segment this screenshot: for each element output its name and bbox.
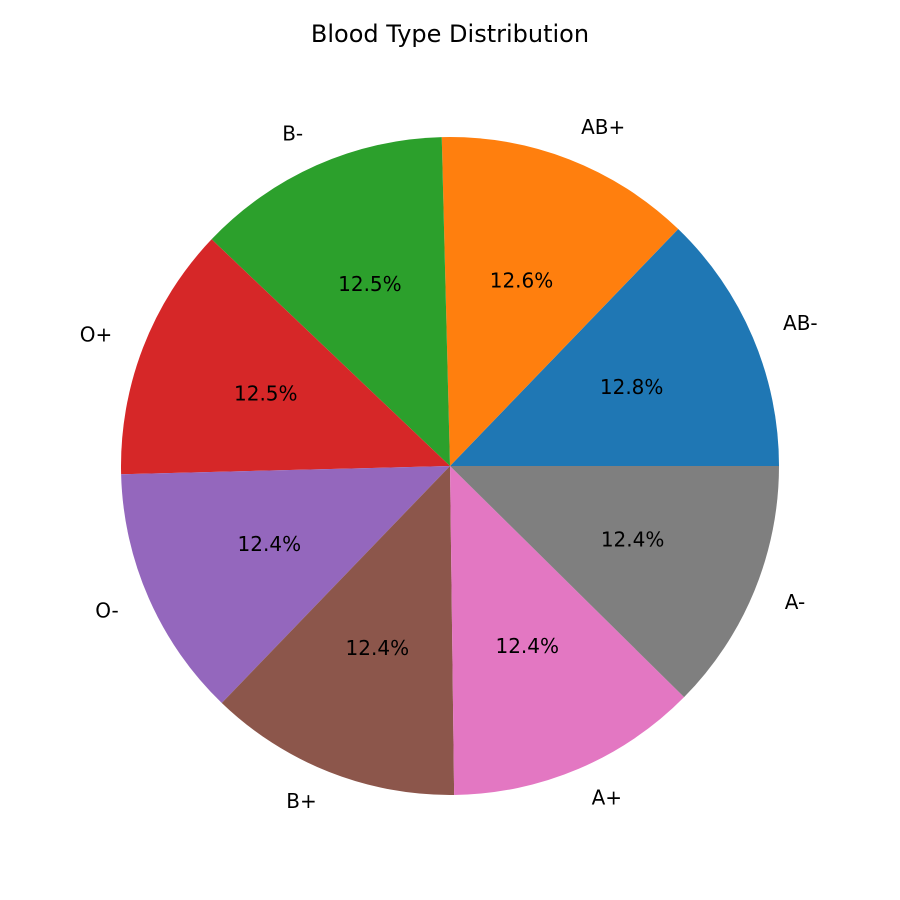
slice-percent-label: 12.5% — [338, 272, 402, 296]
slice-percent-label: 12.4% — [495, 634, 559, 658]
pie-slice-a-pos — [450, 466, 685, 795]
pie-slice-o-neg — [121, 466, 450, 703]
pie-slice-o-pos — [121, 239, 450, 475]
pie-slice-b-neg — [211, 137, 450, 467]
slice-percent-label: 12.4% — [238, 532, 302, 556]
pie-labels: AB- 12.8% AB+ 12.6% B- 12.5% O+ 12.5% O- 12.4% B+ 1… — [80, 115, 818, 813]
pie-slice-b-pos — [221, 466, 455, 795]
slice-label: B+ — [286, 789, 316, 813]
slice-label: B- — [282, 122, 303, 146]
slice-label: AB+ — [581, 115, 625, 139]
pie-slice-ab-neg — [450, 229, 779, 466]
slice-label: O+ — [80, 322, 113, 346]
slice-percent-label: 12.5% — [234, 382, 298, 406]
chart-title: Blood Type Distribution — [311, 20, 589, 48]
slice-label: A+ — [592, 786, 622, 810]
slice-label: AB- — [783, 311, 818, 335]
slice-percent-label: 12.8% — [600, 375, 664, 399]
pie-slices — [121, 137, 779, 795]
slice-label: A- — [785, 590, 805, 614]
pie-slice-a-neg — [450, 466, 779, 698]
slice-percent-label: 12.4% — [346, 636, 410, 660]
slice-label: O- — [95, 598, 119, 622]
slice-percent-label: 12.6% — [490, 269, 554, 293]
slice-percent-label: 12.4% — [601, 527, 665, 551]
pie-slice-ab-pos — [441, 137, 679, 466]
